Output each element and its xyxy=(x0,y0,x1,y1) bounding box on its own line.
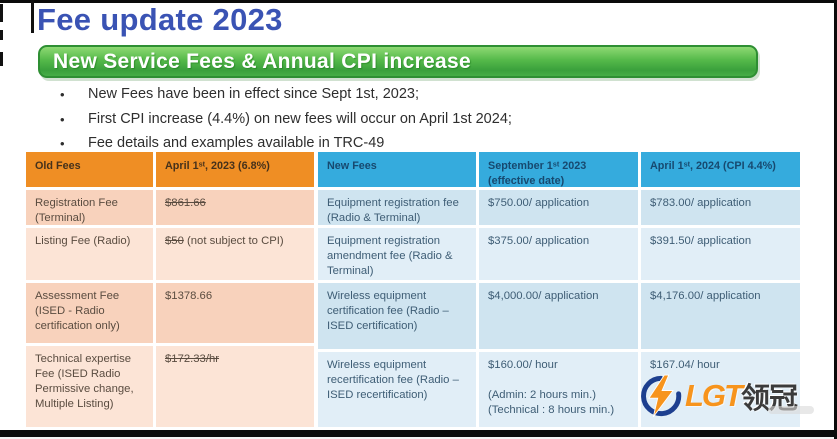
old-fee-name: Technical expertise Fee (ISED Radio Perm… xyxy=(26,346,153,427)
frame-bottom-margin xyxy=(0,437,837,439)
new-fee-april-value: $783.00/ application xyxy=(641,190,800,225)
frame-dash xyxy=(0,52,3,66)
fees-table: Old Fees April 1ˢᵗ, 2023 (6.8%) Registra… xyxy=(26,152,800,427)
header-april-2024: April 1ˢᵗ, 2024 (CPI 4.4%) xyxy=(641,152,800,187)
amount-note: (not subject to CPI) xyxy=(183,235,284,247)
header-new-fees: New Fees xyxy=(318,152,476,187)
frame-top-edge xyxy=(0,0,837,3)
frame-dash xyxy=(0,30,3,40)
new-fee-april-value: $391.50/ application xyxy=(641,228,800,280)
struck-amount: $861.66 xyxy=(165,197,206,209)
bullet-list: • New Fees have been in effect since Sep… xyxy=(60,85,720,159)
struck-amount: $172.33/hr xyxy=(165,353,220,365)
old-fee-amount: $172.33/hr xyxy=(156,346,314,427)
old-fee-amount: $50 (not subject to CPI) xyxy=(156,228,314,280)
new-fee-april-value: $4,176.00/ application xyxy=(641,283,800,349)
bullet-item: • Fee details and examples available in … xyxy=(60,134,720,153)
lightning-circle-icon xyxy=(641,374,682,418)
header-old-fees: Old Fees xyxy=(26,152,153,187)
old-fee-amount: $861.66 xyxy=(156,190,314,225)
bullet-text: First CPI increase (4.4%) on new fees wi… xyxy=(88,110,512,127)
section-banner-label: New Service Fees & Annual CPI increase xyxy=(53,49,471,73)
old-fee-name: Assessment Fee (ISED - Radio certificati… xyxy=(26,283,153,343)
bullet-icon: • xyxy=(60,111,65,127)
new-fee-name: Equipment registration amendment fee (Ra… xyxy=(318,228,476,280)
bullet-item: • First CPI increase (4.4%) on new fees … xyxy=(60,110,720,129)
new-fee-sept-value: $4,000.00/ application xyxy=(479,283,638,349)
section-banner: New Service Fees & Annual CPI increase xyxy=(38,45,758,78)
old-fee-amount: $1378.66 xyxy=(156,283,314,343)
frame-bottom-edge xyxy=(0,430,837,437)
new-fee-april-value: $167.04/ hour xyxy=(641,352,800,427)
frame-right-edge xyxy=(834,0,837,439)
struck-amount: $50 xyxy=(165,235,184,247)
old-fees-table: Old Fees April 1ˢᵗ, 2023 (6.8%) Registra… xyxy=(26,152,314,427)
header-september-2023: September 1ˢᵗ 2023 (effective date) xyxy=(479,152,638,187)
new-fee-name: Equipment registration fee (Radio & Term… xyxy=(318,190,476,225)
bullet-text: New Fees have been in effect since Sept … xyxy=(88,86,420,102)
frame-dash xyxy=(0,4,3,22)
new-fee-sept-value: $375.00/ application xyxy=(479,228,638,280)
new-fee-name: Wireless equipment certification fee (Ra… xyxy=(318,283,476,349)
header-april-2023: April 1ˢᵗ, 2023 (6.8%) xyxy=(156,152,314,187)
old-fee-name: Listing Fee (Radio) xyxy=(26,228,153,280)
frame-tick-mark xyxy=(31,0,34,33)
bullet-text: Fee details and examples available in TR… xyxy=(88,135,385,151)
new-fee-name: Wireless equipment recertification fee (… xyxy=(318,352,476,427)
bullet-item: • New Fees have been in effect since Sep… xyxy=(60,85,720,104)
new-fee-sept-value: $750.00/ application xyxy=(479,190,638,225)
watermark-smudge xyxy=(768,406,814,414)
new-fees-table: New Fees September 1ˢᵗ 2023 (effective d… xyxy=(318,152,800,427)
watermark-brand-text: LGT xyxy=(685,378,743,413)
amount-note: $1378.66 xyxy=(165,290,213,302)
bullet-icon: • xyxy=(60,136,65,151)
bullet-icon: • xyxy=(60,87,65,102)
new-fee-sept-value: $160.00/ hour (Admin: 2 hours min.) (Tec… xyxy=(479,352,638,427)
page-title: Fee update 2023 xyxy=(37,2,283,37)
old-fee-name: Registration Fee (Terminal) xyxy=(26,190,153,225)
